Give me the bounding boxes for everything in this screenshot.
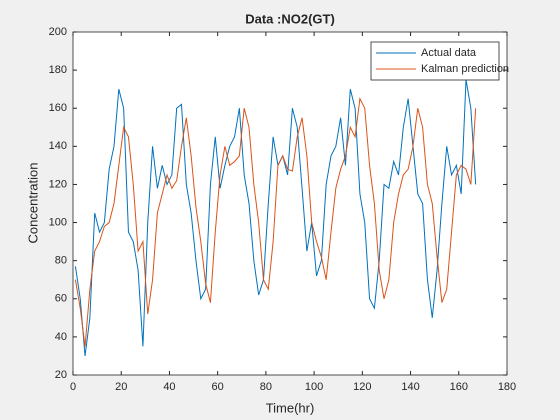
y-axis-label: Concentration	[25, 163, 40, 244]
x-tick-label: 20	[115, 381, 127, 393]
x-tick-label: 160	[450, 381, 468, 393]
x-tick-label: 140	[401, 381, 419, 393]
y-tick-label: 80	[55, 255, 67, 267]
plot-area	[73, 32, 507, 375]
y-tick-label: 20	[55, 369, 67, 381]
chart-title: Data :NO2(GT)	[245, 11, 335, 26]
y-tick-label: 60	[55, 293, 67, 305]
x-tick-label: 120	[353, 381, 371, 393]
x-tick-label: 180	[498, 381, 516, 393]
y-tick-label: 200	[49, 26, 67, 38]
y-tick-label: 100	[49, 216, 67, 228]
y-tick-label: 120	[49, 178, 67, 190]
legend-label: Actual data	[421, 47, 477, 59]
x-tick-label: 100	[305, 381, 323, 393]
y-tick-label: 40	[55, 331, 67, 343]
data-line	[74, 79, 477, 357]
y-tick-label: 140	[49, 140, 67, 152]
legend-box	[370, 41, 500, 81]
x-tick-label: 60	[212, 381, 224, 393]
y-tick-label: 160	[49, 102, 67, 114]
y-tick-label: 180	[49, 64, 67, 76]
data-line	[74, 97, 477, 347]
legend-label: Kalman prediction	[421, 63, 509, 75]
axes-box	[72, 31, 508, 376]
x-axis-label: Time(hr)	[266, 400, 315, 415]
x-tick-label: 40	[163, 381, 175, 393]
x-tick-label: 80	[260, 381, 272, 393]
x-tick-label: 0	[70, 381, 76, 393]
